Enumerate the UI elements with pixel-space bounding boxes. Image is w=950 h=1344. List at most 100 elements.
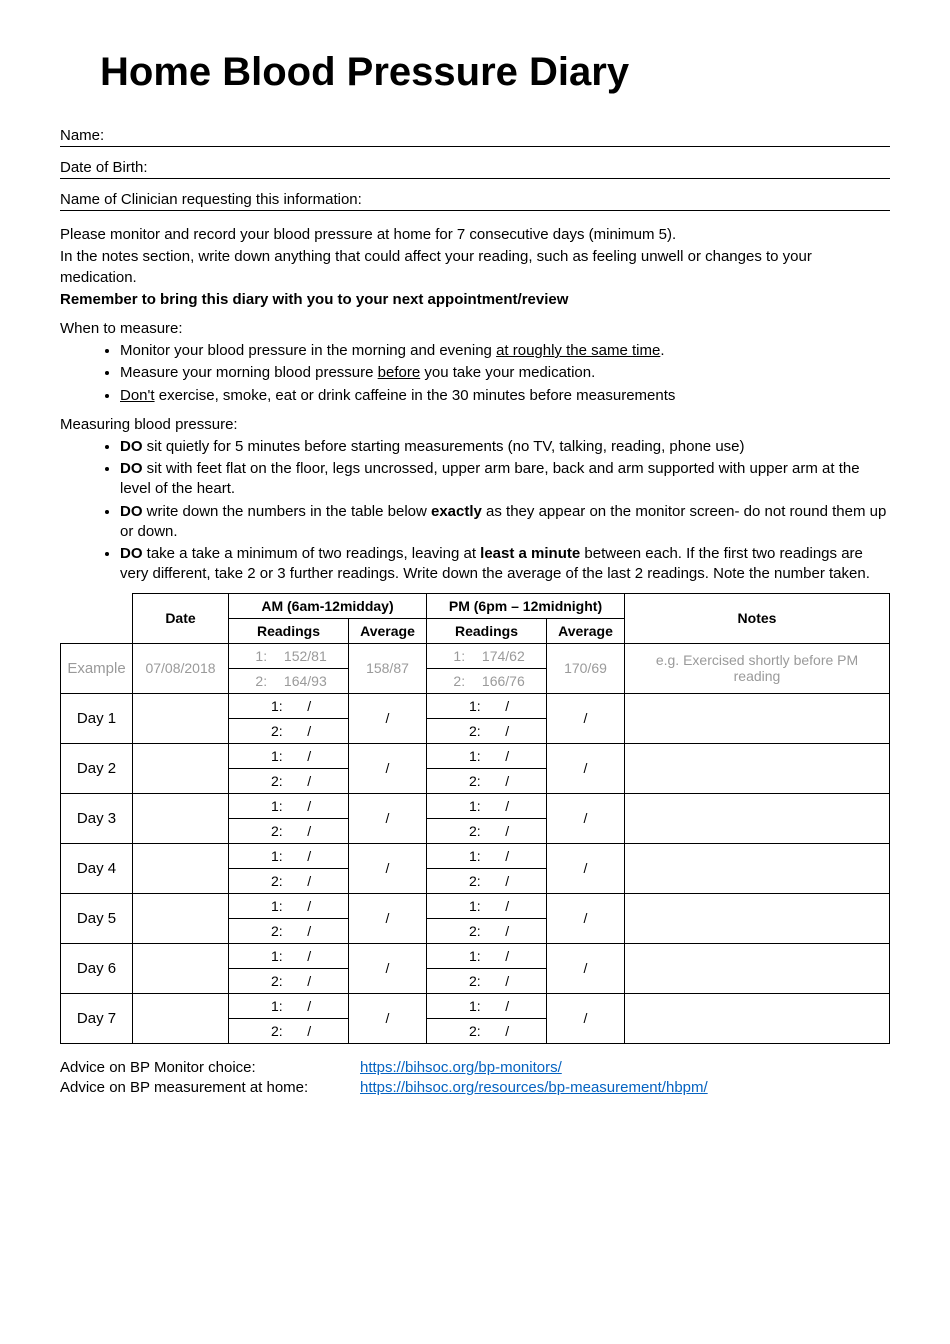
day3-am-r2[interactable]: 2: / <box>229 818 349 843</box>
day7-am-r1[interactable]: 1: / <box>229 993 349 1018</box>
day6-pm-r1[interactable]: 1: / <box>427 943 547 968</box>
example-notes: e.g. Exercised shortly before PM reading <box>625 643 890 693</box>
reading-prefix-2: 2: <box>464 973 486 989</box>
name-field-line[interactable]: Name: <box>60 123 890 147</box>
measuring-b1-do: DO <box>120 438 143 455</box>
header-pm-average: Average <box>547 618 625 643</box>
day1-date[interactable] <box>133 693 229 743</box>
example-pm-r2-val: 166/76 <box>482 673 525 689</box>
day4-am-r1[interactable]: 1: / <box>229 843 349 868</box>
day5-am-avg[interactable]: / <box>349 893 427 943</box>
day2-am-r2[interactable]: 2: / <box>229 768 349 793</box>
day3-date[interactable] <box>133 793 229 843</box>
day1-pm-r1[interactable]: 1: / <box>427 693 547 718</box>
slash: / <box>505 948 509 964</box>
slash: / <box>505 1023 509 1039</box>
example-pm-avg: 170/69 <box>547 643 625 693</box>
day1-notes[interactable] <box>625 693 890 743</box>
day7-pm-avg[interactable]: / <box>547 993 625 1043</box>
day7-notes[interactable] <box>625 993 890 1043</box>
day4-am-r2[interactable]: 2: / <box>229 868 349 893</box>
day3-am-r1[interactable]: 1: / <box>229 793 349 818</box>
day1-pm-avg[interactable]: / <box>547 693 625 743</box>
slash: / <box>307 723 311 739</box>
day5-am-r1[interactable]: 1: / <box>229 893 349 918</box>
slash: / <box>505 998 509 1014</box>
footer-measure-link[interactable]: https://bihsoc.org/resources/bp-measurem… <box>360 1078 708 1098</box>
measuring-b4-bold: least a minute <box>480 545 580 562</box>
day2-pm-avg[interactable]: / <box>547 743 625 793</box>
day4-am-avg[interactable]: / <box>349 843 427 893</box>
when-bullet-2: Measure your morning blood pressure befo… <box>120 363 890 383</box>
day2-pm-r2[interactable]: 2: / <box>427 768 547 793</box>
when-b1-underline: at roughly the same time <box>496 342 660 359</box>
reading-prefix-2: 2: <box>464 773 486 789</box>
measuring-b2-do: DO <box>120 460 143 477</box>
day7-am-r2[interactable]: 2: / <box>229 1018 349 1043</box>
dob-field-line[interactable]: Date of Birth: <box>60 155 890 179</box>
footer-monitor-label: Advice on BP Monitor choice: <box>60 1058 360 1078</box>
day6-label: Day 6 <box>61 943 133 993</box>
day5-pm-avg[interactable]: / <box>547 893 625 943</box>
intro-line-2: In the notes section, write down anythin… <box>60 247 890 288</box>
day4-pm-avg[interactable]: / <box>547 843 625 893</box>
day5-pm-r2[interactable]: 2: / <box>427 918 547 943</box>
footer-monitor-link[interactable]: https://bihsoc.org/bp-monitors/ <box>360 1058 562 1078</box>
day3-pm-avg[interactable]: / <box>547 793 625 843</box>
measuring-b3-do: DO <box>120 503 143 520</box>
day7-date[interactable] <box>133 993 229 1043</box>
day4-date[interactable] <box>133 843 229 893</box>
day2-date[interactable] <box>133 743 229 793</box>
day4-notes[interactable] <box>625 843 890 893</box>
day4-pm-r2[interactable]: 2: / <box>427 868 547 893</box>
day1-label: Day 1 <box>61 693 133 743</box>
clinician-label: Name of Clinician requesting this inform… <box>60 191 362 208</box>
measuring-b4-mid1: take a take a minimum of two readings, l… <box>143 545 481 562</box>
measuring-bullet-3: DO write down the numbers in the table b… <box>120 502 890 543</box>
day1-pm-r2[interactable]: 2: / <box>427 718 547 743</box>
slash: / <box>505 798 509 814</box>
day6-pm-avg[interactable]: / <box>547 943 625 993</box>
day7-pm-r1[interactable]: 1: / <box>427 993 547 1018</box>
measuring-heading: Measuring blood pressure: <box>60 416 890 433</box>
day5-notes[interactable] <box>625 893 890 943</box>
day3-pm-r2[interactable]: 2: / <box>427 818 547 843</box>
day7-pm-r2[interactable]: 2: / <box>427 1018 547 1043</box>
day3-pm-r1[interactable]: 1: / <box>427 793 547 818</box>
example-am-avg: 158/87 <box>349 643 427 693</box>
day2-am-r1[interactable]: 1: / <box>229 743 349 768</box>
slash: / <box>307 798 311 814</box>
clinician-field-line[interactable]: Name of Clinician requesting this inform… <box>60 187 890 211</box>
day6-am-r1[interactable]: 1: / <box>229 943 349 968</box>
day3-notes[interactable] <box>625 793 890 843</box>
slash: / <box>307 823 311 839</box>
reading-prefix-2: 2: <box>464 923 486 939</box>
day1-am-r1[interactable]: 1: / <box>229 693 349 718</box>
slash: / <box>505 898 509 914</box>
day2-notes[interactable] <box>625 743 890 793</box>
day2-pm-r1[interactable]: 1: / <box>427 743 547 768</box>
slash: / <box>307 1023 311 1039</box>
reading-prefix-2: 2: <box>250 673 272 689</box>
reading-prefix-1: 1: <box>266 998 288 1014</box>
slash: / <box>505 873 509 889</box>
header-pm-readings: Readings <box>427 618 547 643</box>
day2-am-avg[interactable]: / <box>349 743 427 793</box>
day6-date[interactable] <box>133 943 229 993</box>
day6-pm-r2[interactable]: 2: / <box>427 968 547 993</box>
day6-am-avg[interactable]: / <box>349 943 427 993</box>
day3-am-avg[interactable]: / <box>349 793 427 843</box>
day6-notes[interactable] <box>625 943 890 993</box>
day5-am-r2[interactable]: 2: / <box>229 918 349 943</box>
day5-date[interactable] <box>133 893 229 943</box>
day1-am-r2[interactable]: 2: / <box>229 718 349 743</box>
reading-prefix-2: 2: <box>464 1023 486 1039</box>
reading-prefix-2: 2: <box>266 823 288 839</box>
day7-am-avg[interactable]: / <box>349 993 427 1043</box>
day1-am-avg[interactable]: / <box>349 693 427 743</box>
day4-pm-r1[interactable]: 1: / <box>427 843 547 868</box>
reading-prefix-1: 1: <box>266 848 288 864</box>
when-bullet-3: Don't exercise, smoke, eat or drink caff… <box>120 386 890 406</box>
day5-pm-r1[interactable]: 1: / <box>427 893 547 918</box>
day6-am-r2[interactable]: 2: / <box>229 968 349 993</box>
